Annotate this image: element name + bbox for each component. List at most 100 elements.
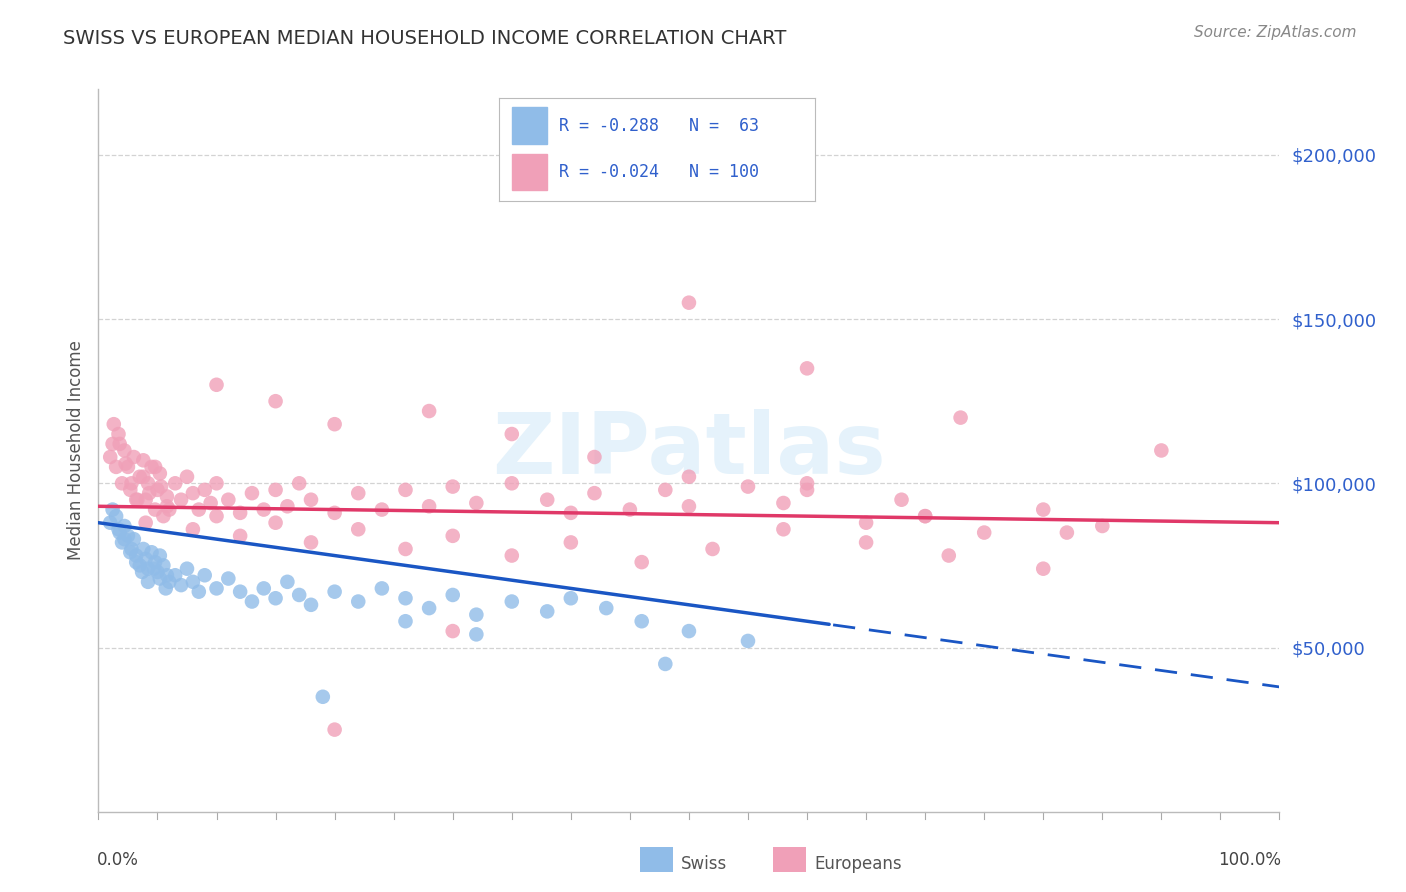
Point bbox=[678, 624, 700, 639]
Point bbox=[560, 591, 582, 606]
Point bbox=[264, 516, 287, 530]
Point bbox=[583, 450, 606, 464]
Point bbox=[394, 483, 416, 497]
Point bbox=[120, 545, 142, 559]
Point bbox=[465, 627, 488, 641]
Text: Source: ZipAtlas.com: Source: ZipAtlas.com bbox=[1194, 25, 1357, 40]
Point bbox=[194, 568, 217, 582]
Point bbox=[914, 509, 936, 524]
Point bbox=[619, 502, 641, 516]
Point bbox=[299, 492, 322, 507]
Point bbox=[1032, 502, 1054, 516]
Point bbox=[973, 525, 995, 540]
Point bbox=[194, 483, 217, 497]
Point bbox=[1150, 443, 1173, 458]
Bar bbox=[512, 153, 547, 190]
Text: ZIPatlas: ZIPatlas bbox=[492, 409, 886, 492]
Point bbox=[132, 453, 155, 467]
Point bbox=[217, 572, 239, 586]
Point bbox=[125, 555, 148, 569]
Point bbox=[914, 509, 936, 524]
Point bbox=[288, 476, 311, 491]
Point bbox=[122, 450, 145, 464]
Point bbox=[737, 480, 759, 494]
Point bbox=[101, 437, 124, 451]
Point bbox=[264, 483, 287, 497]
Point bbox=[152, 509, 174, 524]
Text: SWISS VS EUROPEAN MEDIAN HOUSEHOLD INCOME CORRELATION CHART: SWISS VS EUROPEAN MEDIAN HOUSEHOLD INCOM… bbox=[63, 29, 786, 47]
Point bbox=[108, 525, 131, 540]
Text: 0.0%: 0.0% bbox=[97, 852, 139, 870]
Point bbox=[418, 404, 440, 418]
Text: R = -0.288   N =  63: R = -0.288 N = 63 bbox=[560, 117, 759, 135]
Point bbox=[138, 486, 160, 500]
Point bbox=[890, 492, 912, 507]
Point bbox=[796, 361, 818, 376]
Point bbox=[501, 16, 523, 30]
Point bbox=[156, 500, 179, 514]
Point bbox=[156, 490, 179, 504]
Point bbox=[117, 459, 139, 474]
Point bbox=[165, 568, 187, 582]
Point bbox=[583, 486, 606, 500]
Point bbox=[772, 496, 794, 510]
Point bbox=[111, 476, 134, 491]
Point bbox=[170, 492, 193, 507]
Point bbox=[441, 588, 464, 602]
Point bbox=[1091, 519, 1114, 533]
Point bbox=[1032, 562, 1054, 576]
Point bbox=[131, 565, 153, 579]
Point bbox=[1056, 525, 1078, 540]
Text: Europeans: Europeans bbox=[814, 855, 903, 873]
Point bbox=[323, 506, 346, 520]
Point bbox=[117, 529, 139, 543]
Point bbox=[276, 500, 298, 514]
Point bbox=[149, 467, 172, 481]
Point bbox=[111, 535, 134, 549]
Point bbox=[678, 469, 700, 483]
Point bbox=[176, 562, 198, 576]
Point bbox=[157, 502, 180, 516]
Point bbox=[132, 541, 155, 556]
Point bbox=[441, 624, 464, 639]
Point bbox=[108, 437, 131, 451]
Point bbox=[501, 427, 523, 442]
Point bbox=[702, 541, 724, 556]
Point bbox=[125, 549, 148, 563]
Point bbox=[205, 509, 228, 524]
Y-axis label: Median Household Income: Median Household Income bbox=[66, 341, 84, 560]
Point bbox=[536, 604, 558, 618]
Point bbox=[105, 459, 128, 474]
Point bbox=[181, 574, 204, 589]
Point bbox=[114, 457, 136, 471]
Point bbox=[217, 492, 239, 507]
Point bbox=[205, 476, 228, 491]
Point bbox=[441, 480, 464, 494]
Point bbox=[347, 486, 370, 500]
Point bbox=[240, 594, 263, 608]
Point bbox=[107, 427, 129, 442]
Point bbox=[323, 417, 346, 432]
Point bbox=[323, 584, 346, 599]
Point bbox=[394, 614, 416, 628]
Point bbox=[264, 394, 287, 409]
Point bbox=[501, 594, 523, 608]
Point bbox=[156, 568, 179, 582]
Point bbox=[122, 532, 145, 546]
Text: 100.0%: 100.0% bbox=[1218, 852, 1281, 870]
Point bbox=[347, 594, 370, 608]
Point bbox=[136, 574, 159, 589]
Point bbox=[595, 601, 617, 615]
Point bbox=[127, 492, 149, 507]
Point bbox=[630, 614, 652, 628]
Point bbox=[855, 535, 877, 549]
Point bbox=[855, 516, 877, 530]
Point bbox=[796, 476, 818, 491]
Point bbox=[299, 535, 322, 549]
Point bbox=[149, 549, 172, 563]
Point bbox=[371, 502, 394, 516]
Text: Swiss: Swiss bbox=[681, 855, 727, 873]
Point bbox=[347, 522, 370, 536]
Point bbox=[187, 584, 209, 599]
Point bbox=[101, 502, 124, 516]
